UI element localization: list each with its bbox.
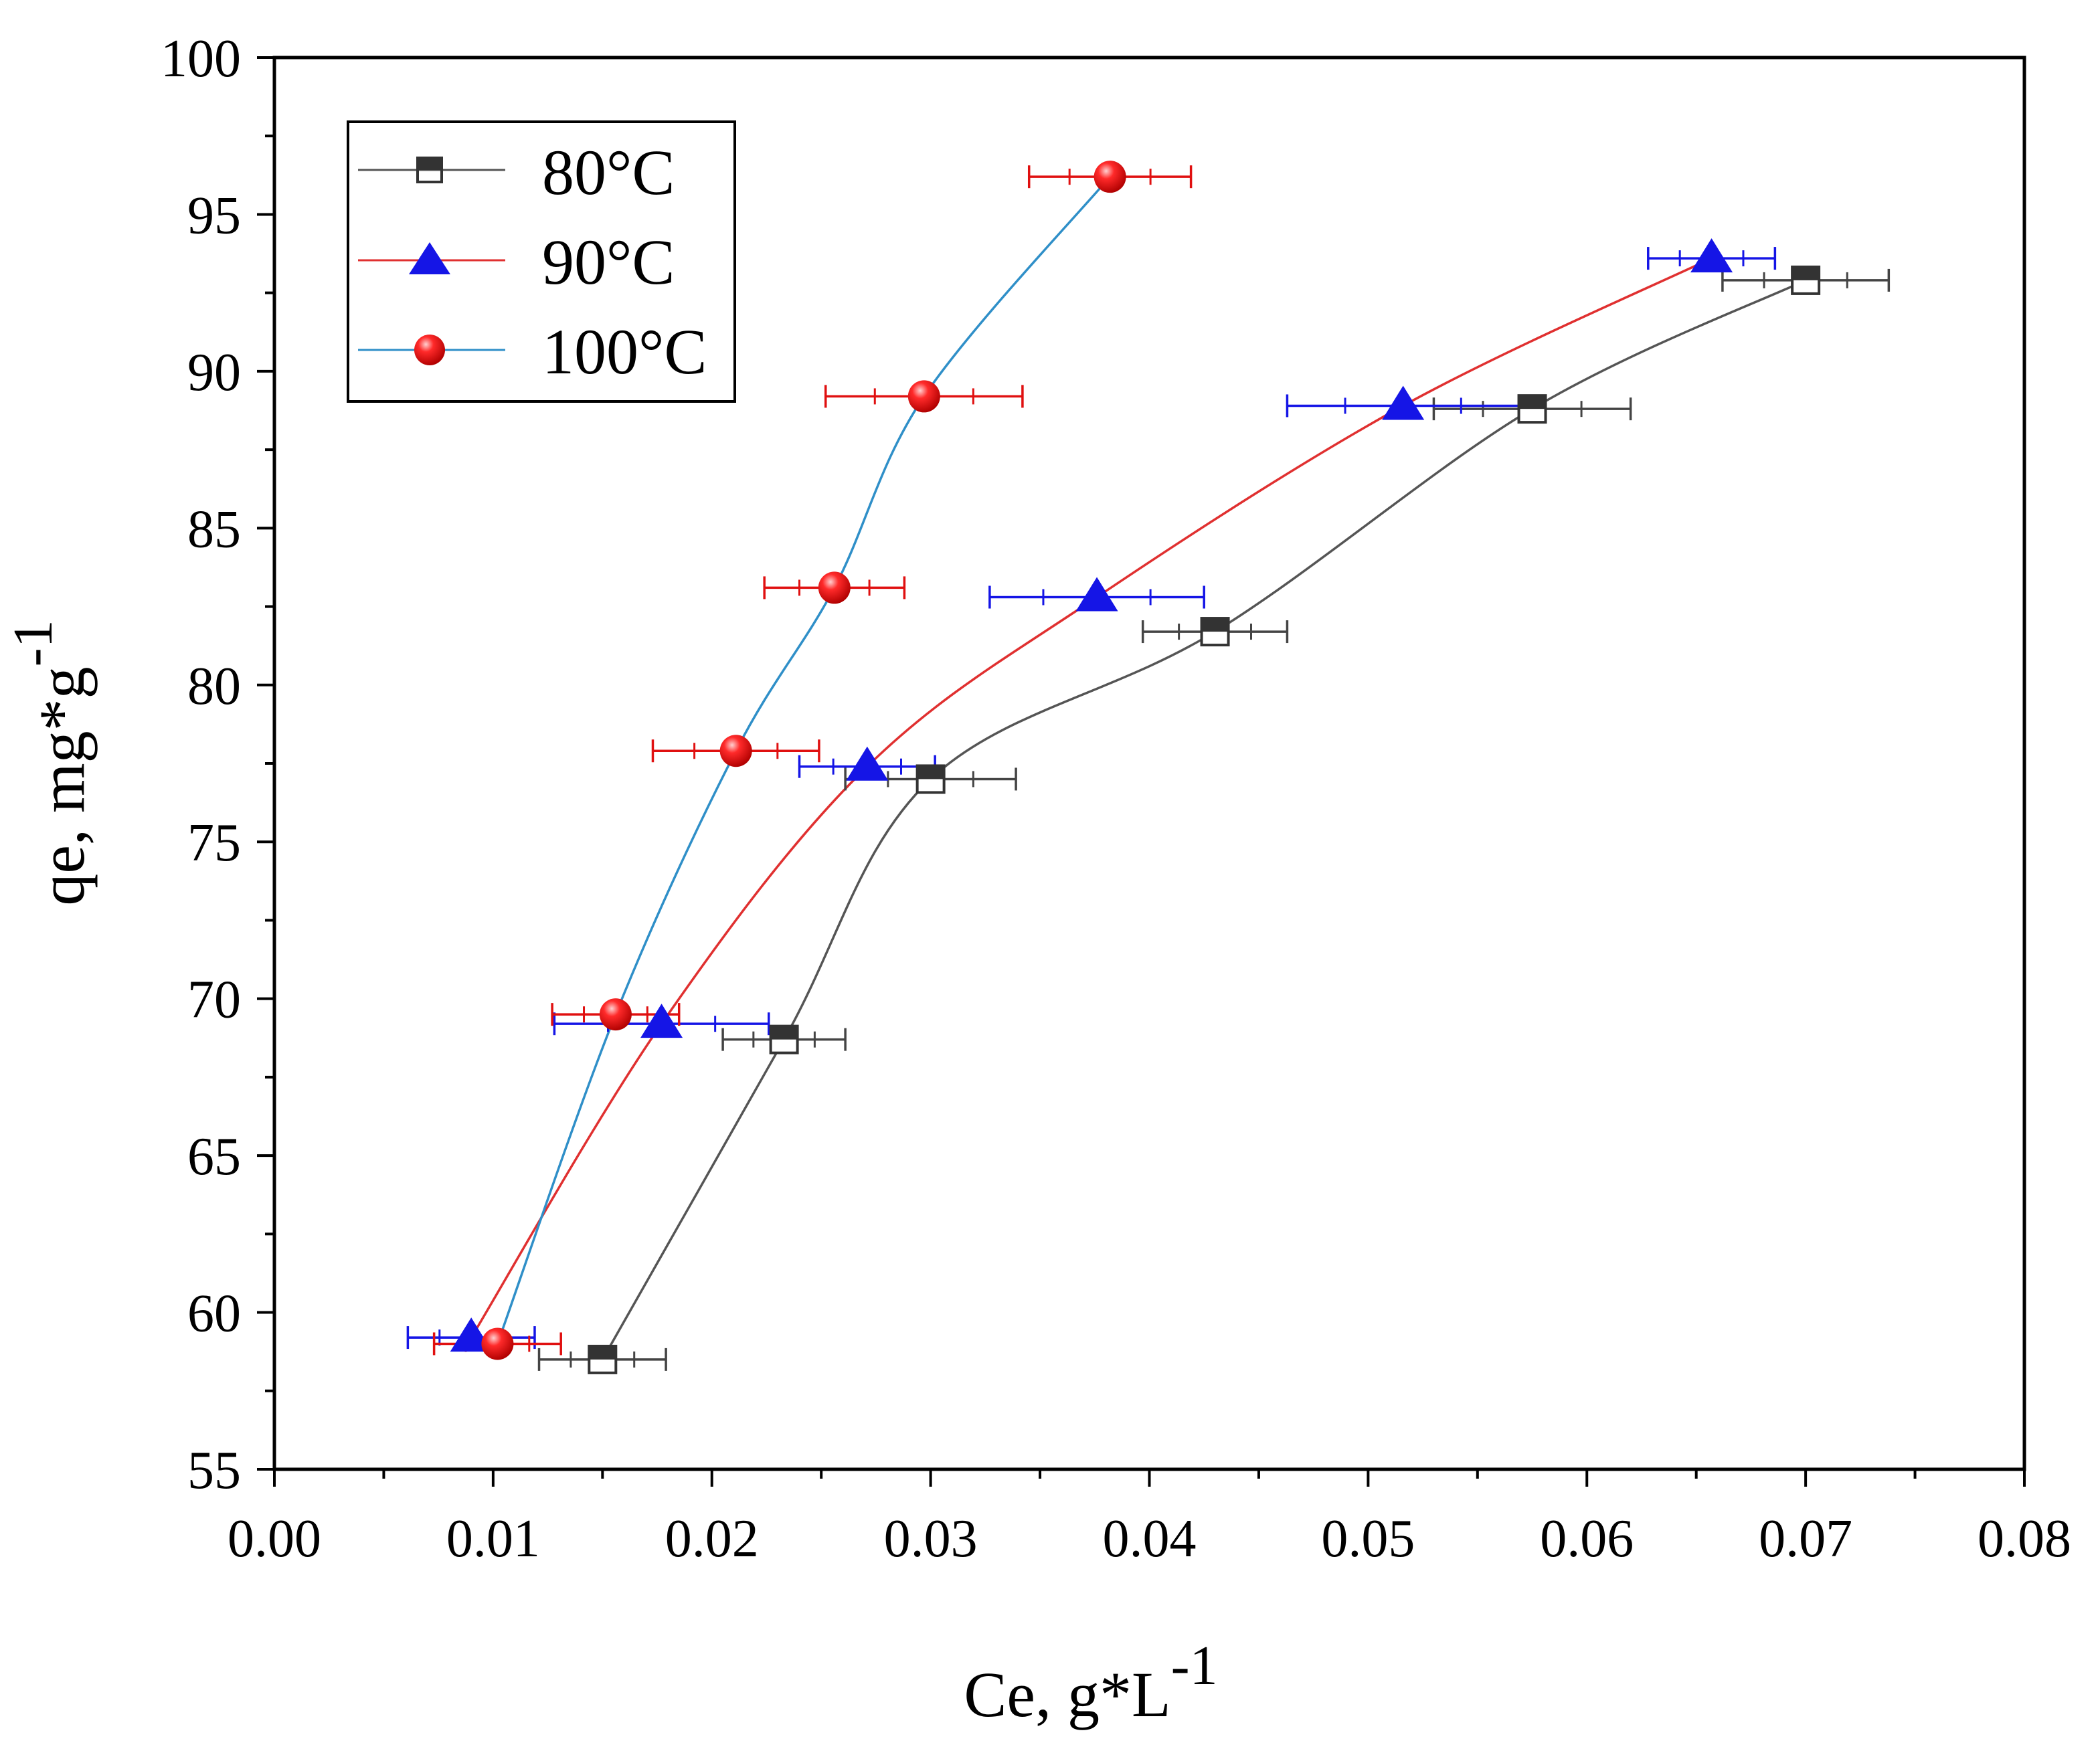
y-tick-label: 70 bbox=[187, 971, 241, 1030]
x-tick-label: 0.05 bbox=[1321, 1509, 1415, 1568]
y-axis-title-main: qe, mg*g bbox=[26, 666, 98, 905]
y-tick-label: 75 bbox=[187, 814, 241, 872]
marker-90 bbox=[1075, 577, 1118, 612]
x-tick-label: 0.06 bbox=[1540, 1509, 1634, 1568]
legend-label-80: 80°C bbox=[542, 136, 675, 208]
marker-90 bbox=[1690, 238, 1733, 273]
y-tick-label: 80 bbox=[187, 657, 241, 716]
y-axis-title-sup: -1 bbox=[2, 620, 64, 666]
marker-90 bbox=[640, 1004, 683, 1038]
legend-label-90: 90°C bbox=[542, 226, 675, 298]
y-axis-title: qe, mg*g-1 bbox=[2, 620, 98, 905]
marker-100 bbox=[481, 1327, 514, 1360]
y-tick-label: 65 bbox=[187, 1127, 241, 1186]
marker-100 bbox=[818, 571, 851, 604]
x-axis-title-main: Ce, g*L bbox=[964, 1659, 1170, 1730]
x-axis-title-sup: -1 bbox=[1171, 1635, 1218, 1697]
y-tick-label: 90 bbox=[187, 343, 241, 402]
legend-marker-80-top bbox=[418, 158, 442, 170]
y-tick-label: 60 bbox=[187, 1285, 241, 1344]
legend-label-100: 100°C bbox=[542, 316, 707, 387]
legend: 80°C 90°C 100°C bbox=[347, 120, 736, 403]
marker-80-frame bbox=[588, 1344, 618, 1374]
marker-80-top bbox=[1201, 618, 1229, 632]
marker-80-frame bbox=[1517, 394, 1547, 424]
series-line-90 bbox=[470, 257, 1713, 1338]
marker-80-frame bbox=[1200, 617, 1230, 647]
legend-box bbox=[347, 120, 736, 403]
x-tick-label: 0.00 bbox=[228, 1509, 321, 1568]
y-tick-label: 95 bbox=[187, 186, 241, 245]
x-tick-label: 0.04 bbox=[1103, 1509, 1197, 1568]
legend-marker-90 bbox=[409, 242, 450, 274]
marker-90 bbox=[846, 746, 889, 781]
marker-80-top bbox=[1518, 395, 1546, 409]
marker-80-top bbox=[1792, 266, 1820, 280]
marker-100 bbox=[719, 735, 752, 767]
legend-item-90: 90°C bbox=[358, 226, 675, 298]
legend-item-100: 100°C bbox=[358, 316, 707, 387]
legend-marker-80-frame bbox=[416, 157, 443, 183]
x-tick-label: 0.03 bbox=[884, 1509, 978, 1568]
x-tick-label: 0.01 bbox=[446, 1509, 540, 1568]
y-tick-label: 100 bbox=[161, 29, 241, 88]
marker-80-frame bbox=[915, 764, 946, 794]
marker-90 bbox=[1382, 385, 1425, 420]
x-axis-title: Ce, g*L-1 bbox=[964, 1635, 1217, 1730]
x-tick-label: 0.02 bbox=[665, 1509, 759, 1568]
y-tick-label: 55 bbox=[187, 1441, 241, 1500]
legend-marker-100 bbox=[414, 335, 445, 365]
marker-100 bbox=[599, 998, 632, 1031]
marker-80-top bbox=[770, 1026, 798, 1040]
series-line-100 bbox=[496, 176, 1111, 1345]
marker-80-frame bbox=[769, 1024, 799, 1054]
marker-80-frame bbox=[1791, 265, 1821, 295]
x-tick-label: 0.07 bbox=[1759, 1509, 1852, 1568]
marker-100 bbox=[1093, 161, 1126, 193]
series-line-80 bbox=[601, 279, 1806, 1360]
x-tick-label: 0.08 bbox=[1978, 1509, 2071, 1568]
y-tick-label: 85 bbox=[187, 500, 241, 559]
marker-80-top bbox=[589, 1346, 616, 1360]
marker-80-top bbox=[917, 765, 944, 779]
legend-item-80: 80°C bbox=[358, 136, 675, 208]
marker-100 bbox=[907, 380, 940, 413]
